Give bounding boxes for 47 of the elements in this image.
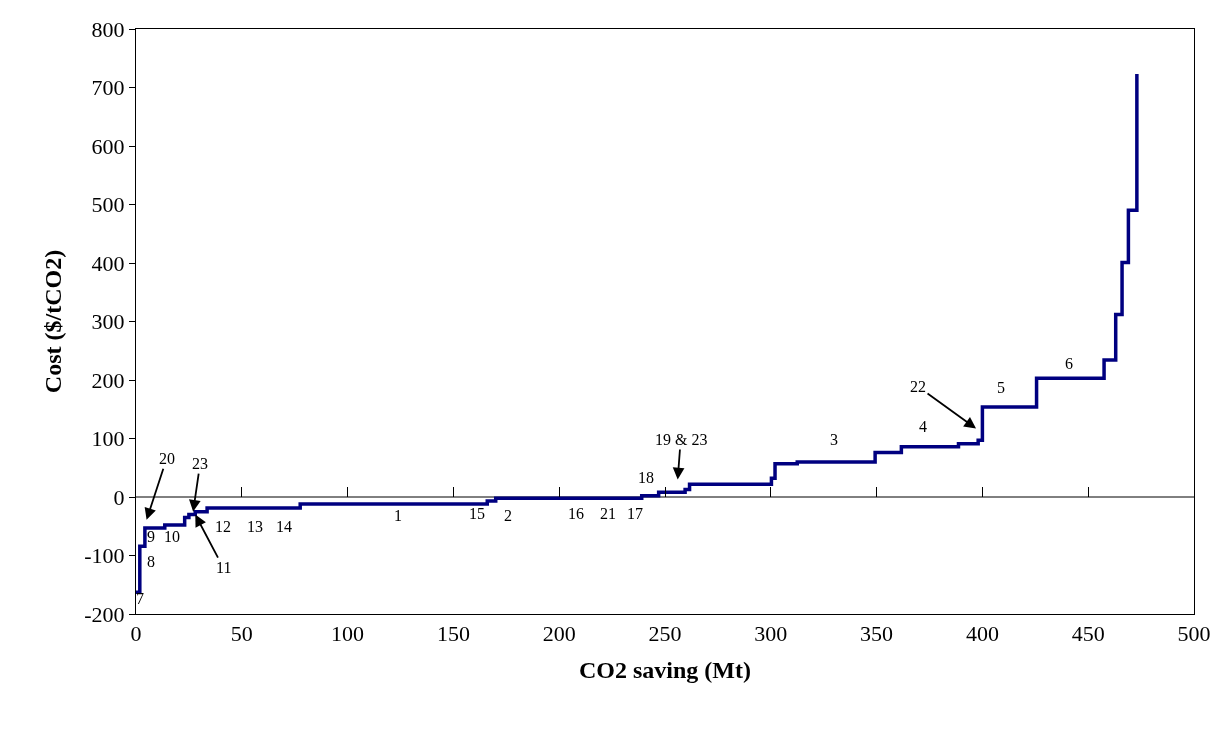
y-tick-label: 400	[91, 250, 125, 276]
annotation: 13	[247, 518, 263, 535]
annotation: 5	[997, 379, 1005, 396]
annotation: 7	[136, 590, 144, 607]
y-tick-label: 500	[91, 192, 125, 218]
annotation: 17	[627, 505, 643, 522]
annotation: 8	[147, 553, 155, 570]
y-tick-label: -200	[84, 601, 125, 627]
annotation: 16	[568, 505, 584, 522]
annotation: 21	[600, 505, 616, 522]
y-tick-label: 100	[91, 426, 125, 452]
y-tick-label: -100	[84, 543, 125, 569]
x-tick-label: 450	[1071, 621, 1105, 647]
x-tick-label: 500	[1177, 621, 1211, 647]
x-tick-label: 400	[965, 621, 999, 647]
x-axis-title: CO2 saving (Mt)	[579, 656, 751, 683]
annotation: 10	[164, 528, 180, 545]
y-tick-label: 300	[91, 309, 125, 335]
annotation: 12	[215, 518, 231, 535]
annotation: 19 & 23	[655, 431, 708, 448]
x-tick-label: 200	[542, 621, 576, 647]
x-tick-label: 0	[130, 621, 142, 647]
y-tick-label: 600	[91, 133, 125, 159]
x-tick-label: 150	[436, 621, 470, 647]
annotation: 1	[394, 507, 402, 524]
y-axis-title: Cost ($/tCO2)	[40, 249, 67, 394]
annotation: 6	[1065, 355, 1073, 372]
annotation: 2	[504, 507, 512, 524]
y-tick-label: 700	[91, 75, 125, 101]
x-tick-label: 50	[230, 621, 253, 647]
annotation: 11	[216, 559, 232, 576]
annotation: 14	[276, 518, 292, 535]
y-tick-label: 0	[113, 484, 125, 510]
x-tick-label: 100	[331, 621, 365, 647]
annotation: 20	[159, 450, 175, 467]
x-tick-label: 350	[860, 621, 894, 647]
annotation: 15	[469, 505, 485, 522]
annotation: 9	[147, 528, 155, 545]
x-tick-label: 300	[754, 621, 788, 647]
y-tick-label: 800	[91, 16, 125, 42]
y-tick-label: 200	[91, 367, 125, 393]
annotation: 3	[830, 431, 838, 448]
annotation: 18	[638, 469, 654, 486]
annotation: 22	[910, 378, 926, 395]
x-tick-label: 250	[648, 621, 682, 647]
annotation: 4	[919, 418, 927, 435]
annotation: 23	[192, 455, 208, 472]
